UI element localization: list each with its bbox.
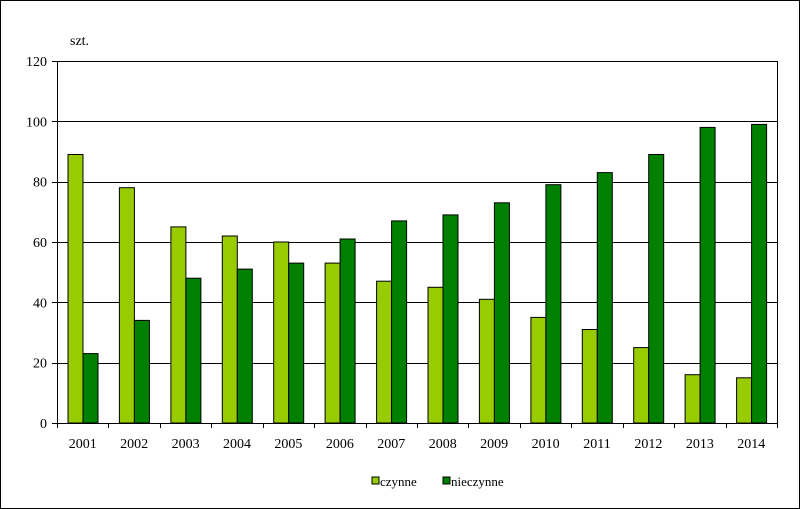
y-tick-label: 20 (33, 357, 47, 372)
x-tick-label: 2001 (69, 437, 97, 452)
gridlines (57, 61, 777, 364)
bar-czynne-2007 (376, 280, 393, 424)
bar-nieczynne-2010 (545, 184, 562, 424)
legend-label-nieczynne: nieczynne (451, 474, 504, 489)
x-tick-label: 2005 (274, 437, 302, 452)
legend: czynne nieczynne (371, 474, 504, 489)
bar-nieczynne-2002 (133, 319, 150, 424)
bar-czynne-2013 (684, 374, 701, 424)
x-tick-label: 2006 (326, 437, 354, 452)
x-tick-label: 2002 (120, 437, 148, 452)
bar-czynne-2001 (67, 154, 84, 424)
bar-nieczynne-2001 (82, 353, 99, 424)
bar-czynne-2006 (324, 262, 341, 424)
x-tick-label: 2010 (532, 437, 560, 452)
bar-nieczynne-2003 (185, 277, 202, 424)
bars (67, 123, 768, 424)
x-tick-label: 2013 (686, 437, 714, 452)
bar-czynne-2005 (273, 241, 290, 424)
x-tick-label: 2014 (737, 437, 765, 452)
bar-nieczynne-2009 (493, 202, 510, 424)
y-tick-labels: 0 20 40 60 80 100 120 (26, 55, 47, 432)
bar-nieczynne-2004 (236, 268, 253, 424)
x-tick-label: 2003 (172, 437, 200, 452)
bar-nieczynne-2008 (442, 214, 459, 424)
legend-swatch-nieczynne (442, 476, 451, 485)
x-tick-label: 2011 (583, 437, 610, 452)
legend-swatch-czynne (371, 476, 380, 485)
bar-nieczynne-2013 (699, 126, 716, 424)
y-tick-label: 120 (26, 55, 47, 70)
y-axis-unit-label: szt. (70, 34, 89, 49)
axes (52, 61, 778, 428)
bar-nieczynne-2011 (596, 172, 613, 424)
bar-czynne-2004 (221, 235, 238, 424)
x-tick-labels: 2001 2002 2003 2004 2005 2006 2007 2008 2009 2010… (69, 437, 766, 452)
bar-czynne-2003 (170, 226, 187, 424)
bar-czynne-2012 (633, 347, 650, 424)
y-tick-label: 60 (33, 236, 47, 251)
legend-label-czynne: czynne (380, 474, 417, 489)
bar-czynne-2010 (530, 316, 547, 424)
x-tick-label: 2012 (634, 437, 662, 452)
bar-czynne-2009 (478, 298, 495, 424)
bar-czynne-2008 (427, 286, 444, 424)
y-tick-label: 80 (33, 176, 47, 191)
bar-nieczynne-2014 (751, 123, 768, 424)
bar-czynne-2011 (581, 329, 598, 424)
bar-nieczynne-2007 (391, 220, 408, 424)
bar-nieczynne-2006 (339, 238, 356, 424)
y-tick-label: 0 (40, 417, 47, 432)
y-tick-label: 40 (33, 296, 47, 311)
bar-czynne-2002 (118, 187, 135, 424)
y-tick-label: 100 (26, 115, 47, 130)
x-tick-label: 2004 (223, 437, 251, 452)
bar-nieczynne-2005 (288, 262, 305, 424)
bar-nieczynne-2012 (648, 154, 665, 424)
x-tick-label: 2007 (377, 437, 405, 452)
x-tick-label: 2008 (429, 437, 457, 452)
x-tick-label: 2009 (480, 437, 508, 452)
bar-czynne-2014 (736, 377, 753, 424)
